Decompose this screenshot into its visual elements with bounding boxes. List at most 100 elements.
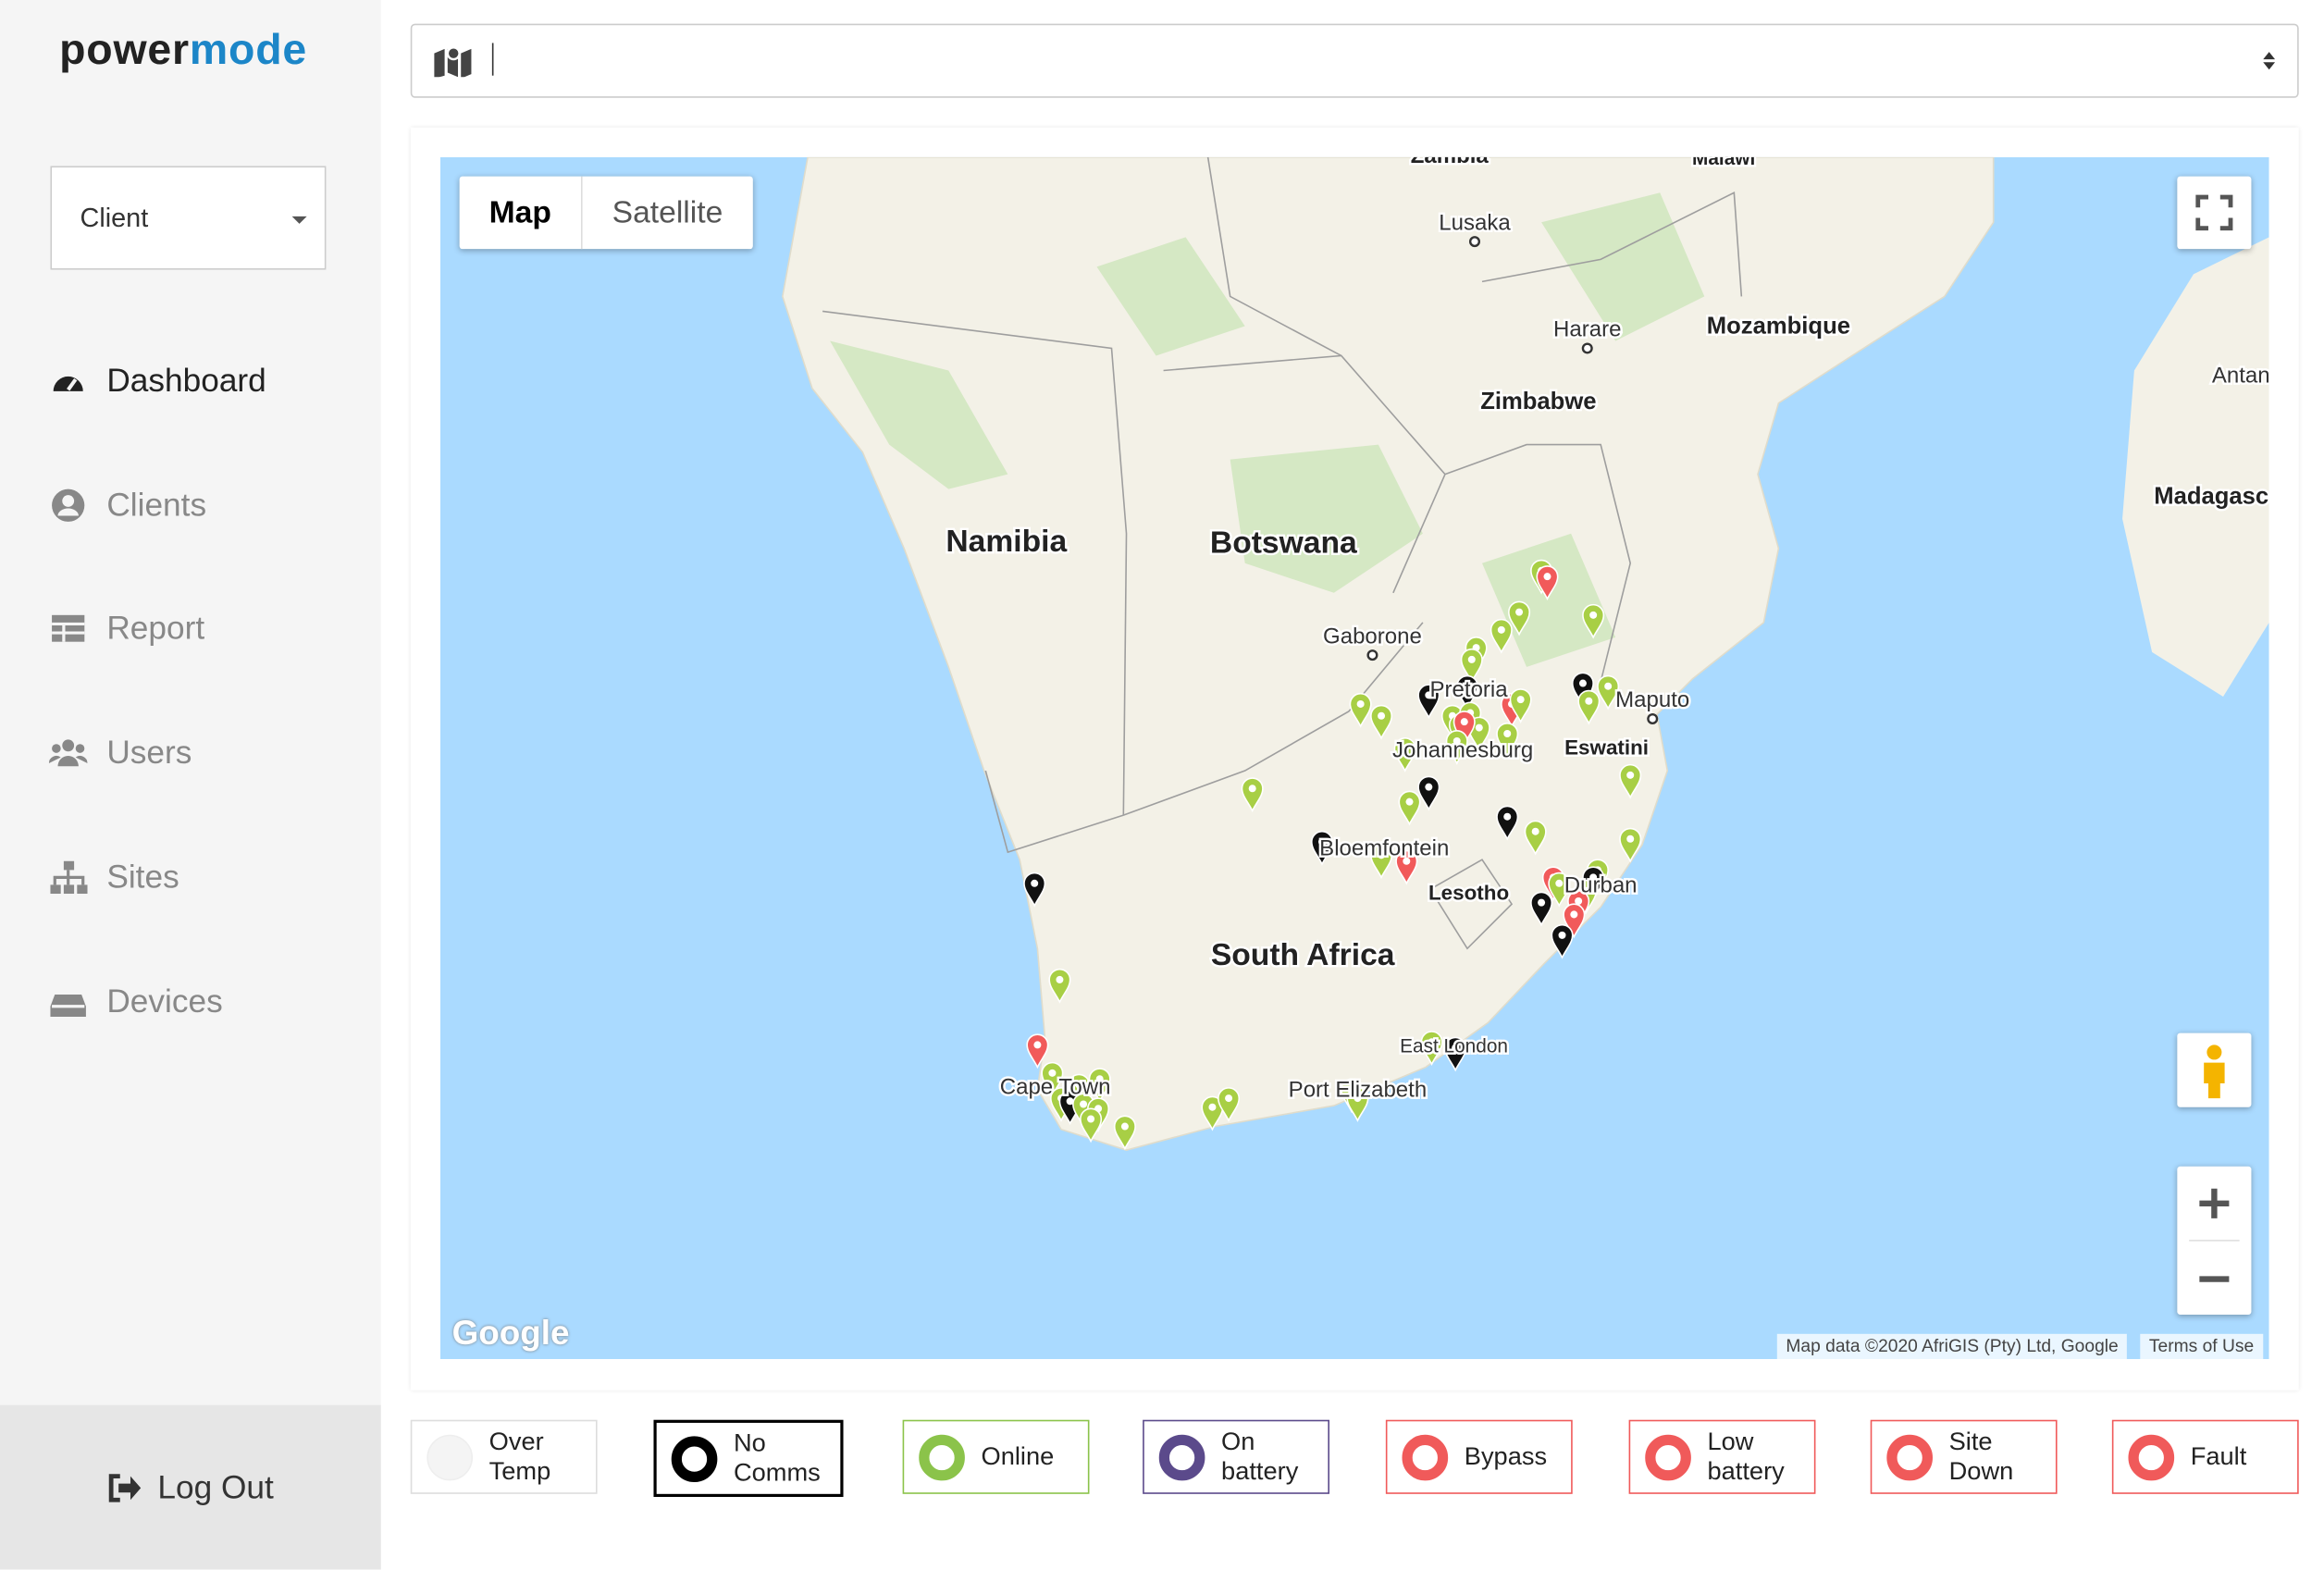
marker-hole	[1467, 655, 1476, 663]
site-marker	[1393, 737, 1416, 773]
legend-swatch	[919, 1433, 965, 1480]
logout-button[interactable]: Log Out	[0, 1404, 381, 1570]
nav-label: Report	[106, 610, 205, 648]
marker-hole	[1033, 1041, 1042, 1049]
site-marker	[1597, 674, 1620, 711]
nav-icon	[50, 860, 88, 894]
zoom-icons[interactable]	[2177, 1167, 2251, 1315]
site-marker	[1420, 1031, 1443, 1067]
site-marker	[1201, 1095, 1224, 1131]
site-marker	[1041, 1061, 1064, 1097]
map-select[interactable]	[410, 23, 2299, 98]
legend-label: Comms	[733, 1458, 821, 1487]
marker-hole	[1503, 812, 1512, 821]
site-marker	[1026, 1033, 1049, 1069]
legend-text: Low battery	[1708, 1428, 1785, 1487]
fullscreen-icon	[2195, 194, 2233, 231]
site-marker	[1563, 903, 1586, 939]
legend-swatch	[426, 1433, 474, 1480]
place-label: Antan	[2212, 363, 2269, 388]
zoom-controls	[2177, 1166, 2252, 1315]
site-marker	[1080, 1107, 1103, 1144]
map-tab[interactable]: Map	[460, 176, 583, 250]
site-marker	[1444, 1036, 1467, 1072]
site-marker	[1619, 763, 1642, 799]
legend-text: Over Temp	[489, 1428, 551, 1487]
legend-item[interactable]: Site Down	[1870, 1419, 2058, 1494]
marker-hole	[1048, 1069, 1057, 1077]
marker-hole	[1075, 1081, 1083, 1089]
nav-item[interactable]: Devices	[49, 982, 223, 1020]
legend-text: No Comms	[734, 1428, 821, 1488]
marker-hole	[1087, 1115, 1095, 1123]
site-marker	[1088, 1068, 1111, 1104]
legend-text: Online	[982, 1442, 1055, 1472]
legend-item[interactable]: Low battery	[1628, 1419, 1816, 1494]
place-label: Cape Town	[1000, 1074, 1111, 1099]
nav-item[interactable]: Clients	[49, 486, 206, 525]
marker-hole	[1354, 1094, 1362, 1103]
land	[2122, 237, 2269, 697]
marker-hole	[1066, 1097, 1074, 1106]
legend-swatch	[1886, 1433, 1934, 1480]
legend-item[interactable]: Bypass	[1385, 1419, 1573, 1494]
marker-hole	[1516, 696, 1525, 704]
site-marker	[1241, 777, 1264, 813]
nav-label: Clients	[106, 485, 207, 524]
marker-hole	[1497, 625, 1505, 634]
street-view-button[interactable]	[2177, 1032, 2252, 1107]
legend-item[interactable]: No Comms	[653, 1419, 844, 1498]
nav-icon	[50, 994, 86, 1017]
map[interactable]: Zambia Malawi Lusaka Harare Mozambique Zimbab…	[439, 156, 2269, 1360]
sidebar: powermode Client Dashboard Clients Report U…	[0, 0, 381, 1570]
legend-label: Online	[981, 1441, 1055, 1471]
site-marker	[1346, 1087, 1369, 1122]
terms-link[interactable]: Terms of Use	[2140, 1333, 2263, 1360]
site-marker	[1524, 820, 1547, 856]
marker-hole	[1585, 697, 1593, 705]
marker-hole	[1356, 699, 1365, 708]
legend-label: Temp	[488, 1456, 551, 1486]
marker-hole	[1208, 1103, 1217, 1111]
marker-hole	[1604, 682, 1613, 690]
legend-swatch	[1645, 1433, 1691, 1480]
legend-label: On	[1221, 1427, 1255, 1456]
place-label: Port Elizabeth	[1289, 1077, 1428, 1102]
fullscreen-button[interactable]	[2177, 176, 2252, 250]
marker-hole	[1555, 879, 1564, 887]
marker-hole	[1626, 771, 1635, 779]
place-label: Malawi	[1692, 157, 1755, 169]
site-marker	[1370, 704, 1393, 740]
marker-hole	[1531, 827, 1539, 835]
marker-hole	[1405, 797, 1414, 806]
client-select[interactable]: Client	[50, 166, 327, 270]
site-marker	[1509, 688, 1532, 723]
brand-text: power	[59, 26, 190, 75]
legend-item[interactable]: Fault	[2111, 1419, 2299, 1494]
legend-item[interactable]: Online	[902, 1419, 1090, 1494]
nav-label: Sites	[106, 858, 179, 896]
nav-item[interactable]: Sites	[49, 858, 179, 896]
place-label: Pretoria	[1430, 677, 1509, 702]
legend-swatch	[671, 1435, 718, 1482]
marker-hole	[1080, 1100, 1088, 1108]
marker-hole	[1378, 711, 1386, 720]
site-marker	[1395, 849, 1418, 885]
marker-hole	[1543, 573, 1551, 581]
nav-item[interactable]: Dashboard	[49, 362, 266, 401]
site-marker	[1398, 790, 1421, 826]
legend-label: Over	[488, 1427, 544, 1456]
map-canvas: Zambia Malawi Lusaka Harare Mozambique Zimbab…	[439, 156, 2269, 1360]
legend-label: Low	[1707, 1427, 1754, 1456]
map-tab[interactable]: Satellite	[612, 195, 723, 230]
city-dot	[1366, 649, 1378, 661]
nav-item[interactable]: Users	[48, 734, 192, 773]
nav-item[interactable]: Report	[49, 610, 204, 649]
legend-label: Bypass	[1464, 1441, 1548, 1471]
legend-item[interactable]: On battery	[1143, 1419, 1329, 1494]
site-marker	[1417, 775, 1440, 811]
legend-item[interactable]: Over Temp	[410, 1419, 598, 1494]
legend-label: Fault	[2190, 1441, 2247, 1471]
brand-logo[interactable]: powermode	[59, 27, 307, 76]
